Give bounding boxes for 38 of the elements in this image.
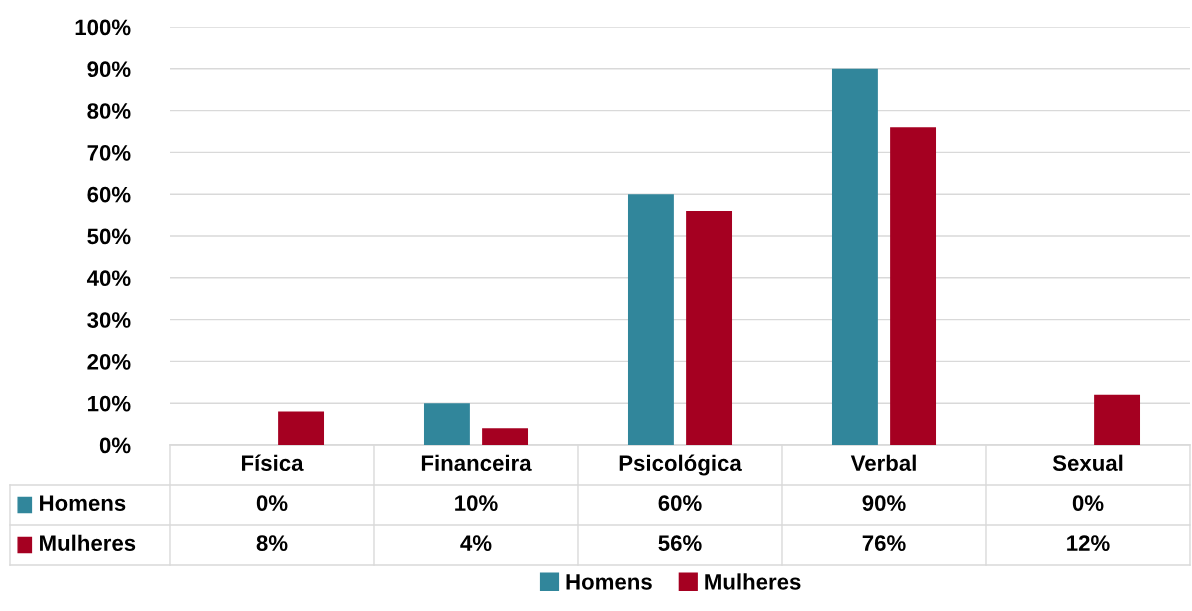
text: Mulheres — [40, 534, 136, 551]
data-label: 56% — [658, 535, 702, 551]
text: Homens — [40, 495, 126, 511]
x-tick-label: Física — [241, 454, 304, 471]
data-label: 10% — [455, 495, 498, 511]
data-label: 8% — [256, 535, 288, 551]
y-tick-label: 70% — [87, 144, 131, 161]
x-tick-label: Financeira — [421, 454, 532, 471]
x-tick-label: Psicológica — [619, 454, 742, 476]
y-tick-label: 50% — [87, 228, 131, 245]
bar — [627, 194, 674, 445]
y-tick-label: 30% — [87, 312, 131, 328]
y-tick-label: 10% — [88, 395, 131, 412]
bar — [890, 127, 937, 445]
y-tick-label: 0% — [99, 437, 131, 454]
legend-label: Homens — [566, 574, 652, 590]
data-label: 60% — [658, 495, 702, 511]
y-tick-label: 80% — [87, 103, 131, 119]
y-tick-label: 60% — [87, 186, 131, 203]
y-tick-label: 20% — [87, 353, 131, 370]
legend-label: Mulheres — [705, 573, 801, 590]
y-tick-label: 40% — [86, 270, 131, 287]
bar — [423, 403, 470, 445]
bar — [278, 411, 325, 445]
data-label: 0% — [256, 495, 288, 511]
bar — [686, 210, 733, 445]
data-label: 4% — [460, 535, 492, 551]
bar — [831, 68, 878, 445]
x-tick-label: Sexual — [1052, 454, 1123, 471]
y-tick-label: 90% — [87, 61, 131, 78]
data-label: 12% — [1067, 535, 1110, 551]
data-label: 76% — [862, 535, 906, 551]
bar — [482, 428, 529, 445]
bar — [1094, 394, 1141, 445]
x-tick-label: Verbal — [850, 454, 916, 471]
data-label: 90% — [862, 495, 906, 511]
y-tick-label: 100% — [75, 19, 131, 36]
data-label: 0% — [1072, 495, 1104, 511]
